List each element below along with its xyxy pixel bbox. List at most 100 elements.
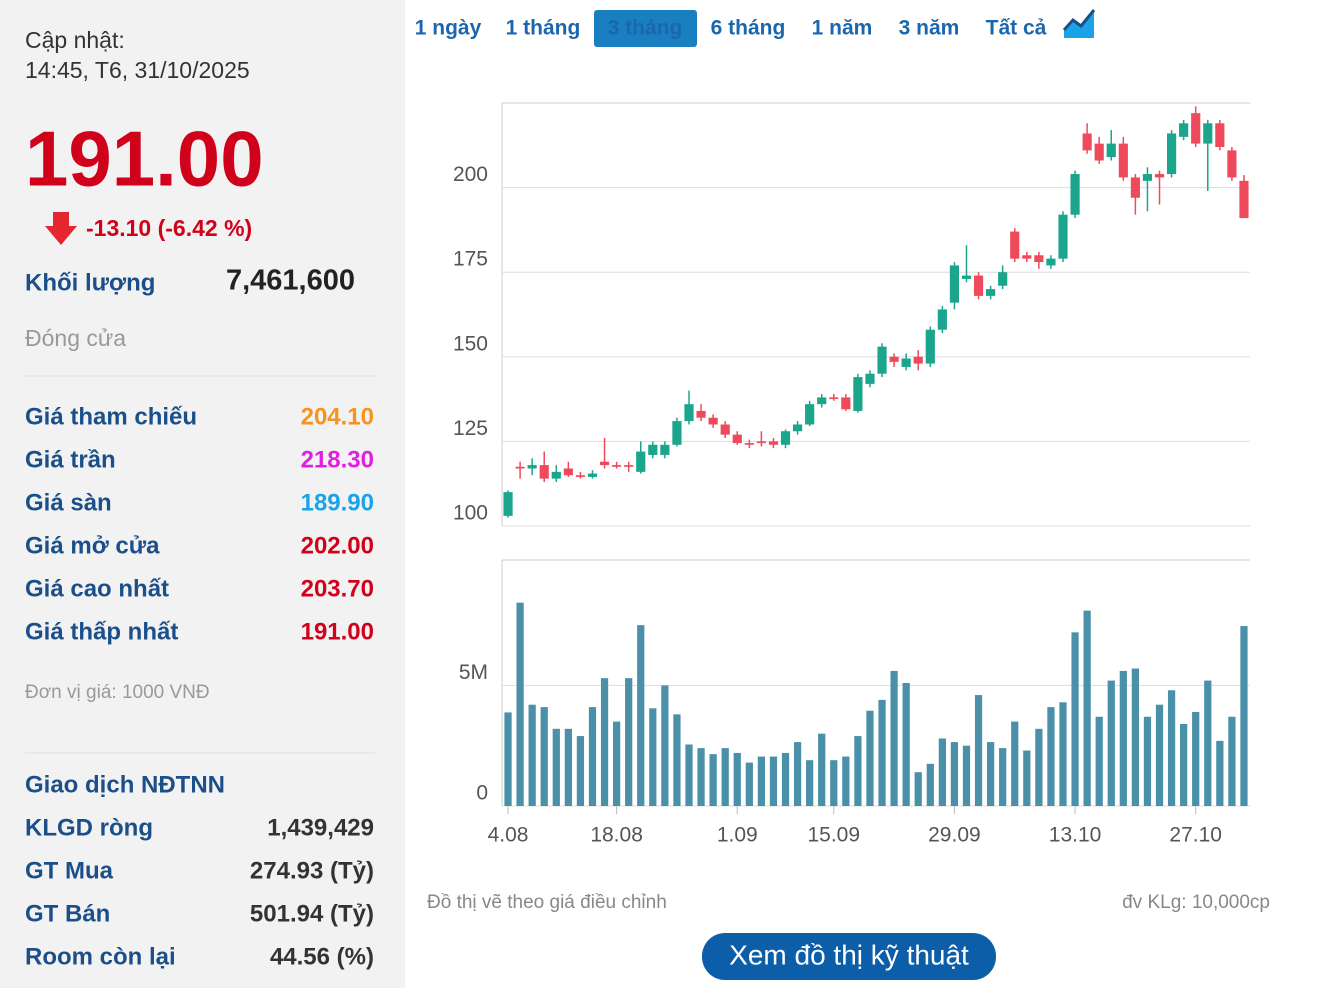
update-label: Cập nhật:	[25, 27, 125, 53]
volume-bar	[1143, 716, 1152, 806]
tab[interactable]: 3 tháng	[608, 17, 683, 40]
volume-bar	[612, 721, 621, 806]
unit-note: Đơn vị giá: 1000 VNĐ	[25, 682, 210, 703]
price-label: Giá tham chiếu	[25, 403, 197, 430]
volume-bar	[673, 714, 681, 806]
tech-chart-button-label[interactable]: Xem đồ thị kỹ thuật	[729, 939, 969, 970]
volume-bar	[637, 625, 645, 806]
tab[interactable]: 3 năm	[899, 17, 960, 40]
volume-bar	[938, 738, 946, 806]
foreign-title: Giao dịch NĐTNN	[25, 771, 225, 798]
candle-body	[672, 421, 682, 445]
candle-body	[889, 356, 899, 362]
chart-icon-line	[1062, 9, 1096, 32]
y-tick-label: 150	[453, 332, 488, 355]
tab[interactable]: 1 năm	[812, 17, 873, 40]
volume-bar	[842, 756, 850, 806]
y-tick-label: 200	[453, 163, 488, 186]
volume-bar	[1059, 702, 1067, 806]
x-tick-label: 29.09	[928, 824, 981, 847]
price-label: Giá sàn	[25, 489, 112, 516]
tab[interactable]: 1 ngày	[415, 17, 482, 40]
candle-body	[1227, 150, 1237, 178]
volume-bar	[1023, 750, 1031, 806]
sidebar-bg	[0, 0, 405, 988]
volume-bar	[806, 760, 814, 806]
candle-body	[1082, 133, 1092, 151]
candle-body	[563, 468, 573, 476]
candle-body	[1022, 255, 1032, 259]
candle-body	[599, 461, 610, 466]
volume-bar	[625, 678, 633, 806]
plots: 100 125 150 175 200 0 5M 4.08 18.08 1.09 15.09 29.0…	[453, 102, 1250, 847]
volume-bar	[1216, 740, 1224, 806]
foreign-value: 44.56 (%)	[270, 943, 374, 970]
status: Đóng cửa	[25, 325, 126, 351]
tab[interactable]: 6 tháng	[711, 17, 786, 40]
volume-bar	[697, 748, 705, 806]
volume-bar	[1192, 711, 1200, 806]
tab-active-bg[interactable]	[594, 10, 697, 47]
candle-body	[1094, 143, 1104, 161]
volume-bar	[890, 670, 898, 806]
candle-body	[636, 451, 646, 472]
candle-body	[1239, 180, 1249, 219]
volume-unit: đv KLg: 10,000cp	[1122, 892, 1270, 913]
volume-bar	[528, 704, 536, 806]
y-tick-label: 125	[453, 417, 488, 440]
candle-body	[696, 410, 706, 418]
candle-body	[1215, 123, 1225, 147]
volume-bar	[1155, 704, 1164, 806]
candle-body	[1130, 177, 1140, 198]
volume-bar	[757, 756, 766, 806]
volume-bar	[564, 728, 572, 806]
candle-body	[1106, 143, 1116, 158]
candle-body	[1118, 143, 1128, 178]
volume-bar	[854, 736, 862, 806]
foreign-label: Room còn lại	[25, 943, 176, 970]
candle-body	[853, 377, 863, 411]
volume-bar	[781, 752, 790, 806]
candle-body	[1179, 123, 1189, 137]
price-label: Giá cao nhất	[25, 575, 169, 602]
candle-body	[1070, 174, 1080, 215]
candle-body	[1166, 133, 1177, 175]
volume-bar	[962, 745, 971, 806]
price-label: Giá trần	[25, 446, 116, 473]
candle-body	[624, 465, 634, 467]
candle-body	[925, 329, 935, 364]
tab[interactable]: 1 tháng	[506, 17, 581, 40]
volume-bar	[769, 756, 778, 806]
candle-body	[877, 346, 887, 374]
volume-bar	[1083, 610, 1091, 806]
price-label: Giá thấp nhất	[25, 618, 178, 645]
tabs: 1 ngày 1 tháng 3 tháng 6 tháng 1 năm 3 năm Tất…	[415, 10, 1047, 47]
volume-bar	[999, 748, 1007, 806]
volume-bar	[1035, 728, 1043, 806]
chart-icon-area	[1064, 10, 1094, 38]
volume-bar	[576, 736, 585, 806]
price-value: 191.00	[301, 618, 374, 645]
price-change: -13.10 (-6.42 %)	[86, 215, 252, 241]
candle-body	[1058, 214, 1068, 259]
tab[interactable]: Tất cả	[986, 17, 1047, 40]
volume-bar	[1119, 670, 1127, 806]
chart-note: Đồ thị vẽ theo giá điều chỉnh	[427, 892, 667, 913]
foreign-label: GT Mua	[25, 857, 114, 884]
candle-body	[973, 275, 984, 296]
volume-bar	[793, 742, 802, 806]
volume-bar	[1107, 680, 1115, 806]
candle-body	[744, 443, 754, 445]
volume-bar	[600, 678, 609, 806]
volume-bar	[733, 752, 741, 806]
y-tick-label: 175	[453, 248, 488, 271]
chart-icon[interactable]	[1062, 9, 1096, 38]
volume-bar	[1204, 680, 1212, 806]
tech-chart-button[interactable]	[702, 933, 996, 980]
volume-bar	[685, 744, 693, 806]
candle-body	[901, 358, 911, 367]
volume-bar	[1047, 707, 1055, 806]
volume-bar	[552, 728, 560, 806]
foreign-label: GT Bán	[25, 900, 110, 927]
